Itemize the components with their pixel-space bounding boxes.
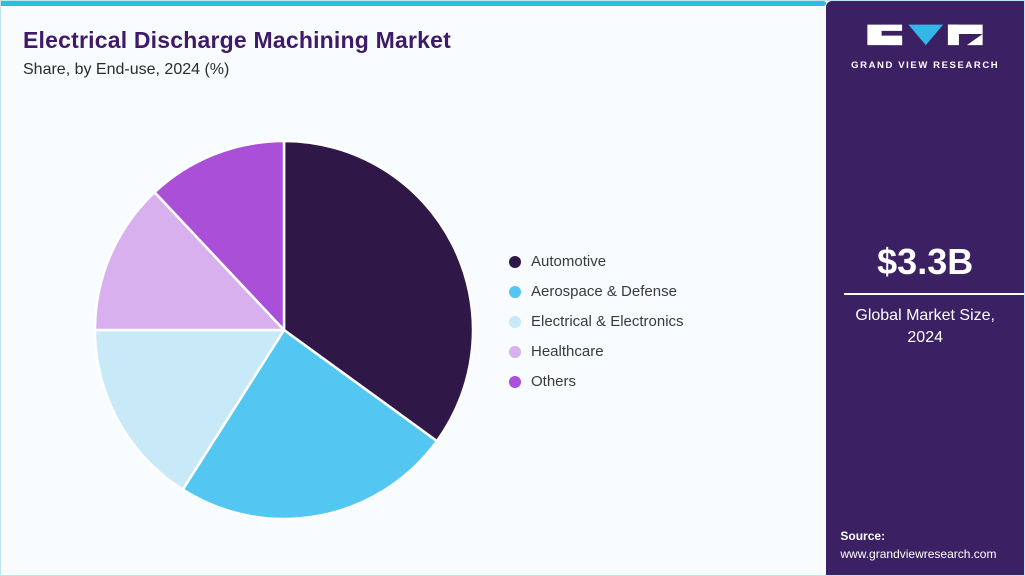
pie-chart — [93, 139, 475, 521]
legend-label: Others — [531, 373, 577, 390]
chart-panel: Electrical Discharge Machining Market Sh… — [1, 1, 827, 575]
divider-line — [844, 293, 1024, 295]
market-size-value: $3.3B — [877, 241, 974, 282]
legend-item: Electrical & Electronics — [509, 313, 684, 330]
pie-slice-aerospace-defense — [181, 328, 439, 521]
legend-label: Automotive — [531, 253, 607, 270]
pie-slice-automotive — [282, 139, 475, 443]
brand-name: GRAND VIEW RESEARCH — [851, 60, 1000, 71]
legend-dot — [509, 345, 521, 358]
page-subtitle: Share, by End-use, 2024 (%) — [23, 61, 230, 78]
legend-label: Electrical & Electronics — [531, 313, 684, 330]
chart-legend: Automotive Aerospace & Defense Electrical … — [509, 253, 684, 390]
page-title: Electrical Discharge Machining Market — [23, 27, 451, 53]
legend-item: Automotive — [509, 253, 684, 270]
pie-chart-area — [91, 137, 477, 528]
legend-label: Aerospace & Defense — [531, 283, 677, 300]
sidebar: GRAND VIEW RESEARCH $3.3B Global Market … — [826, 1, 1024, 575]
market-size-block: $3.3B Global Market Size, 2024 — [826, 241, 1024, 348]
pie-slice-electrical-electronics — [93, 328, 286, 491]
legend-item: Aerospace & Defense — [509, 283, 684, 300]
legend-dot — [509, 255, 521, 268]
source-label: Source: — [840, 529, 886, 543]
source-block: Source: www.grandviewresearch.com — [840, 527, 996, 563]
legend-dot — [509, 315, 521, 328]
pie-slice-healthcare — [93, 190, 286, 332]
market-size-label: Global Market Size, 2024 — [855, 307, 995, 346]
source-url-link[interactable]: www.grandviewresearch.com — [840, 547, 997, 561]
legend-item: Others — [509, 373, 684, 390]
pie-slice-others — [153, 139, 286, 332]
top-accent-bar — [1, 1, 827, 6]
brand-logo: GRAND VIEW RESEARCH — [826, 23, 1024, 71]
brand-logo-icon — [867, 24, 983, 46]
legend-label: Healthcare — [531, 343, 604, 360]
legend-dot — [509, 285, 521, 298]
legend-dot — [509, 375, 521, 388]
legend-item: Healthcare — [509, 343, 684, 360]
